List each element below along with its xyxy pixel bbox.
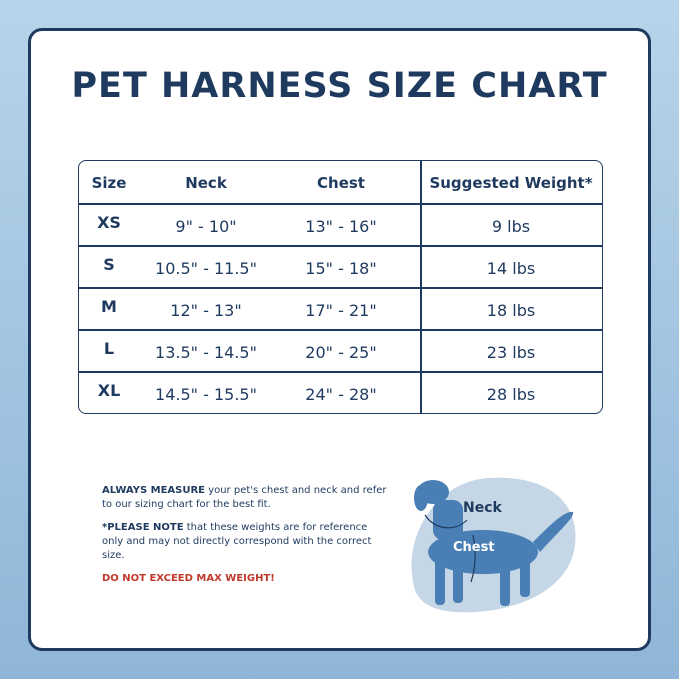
chest-line xyxy=(470,534,476,583)
size-cell: M xyxy=(101,297,117,316)
value-cell: 17" - 21" xyxy=(305,301,377,320)
header-cell: Chest xyxy=(317,174,365,192)
notes: ALWAYS MEASURE your pet's chest and neck… xyxy=(102,484,387,595)
row-divider xyxy=(79,329,602,331)
dog xyxy=(414,480,574,606)
value-cell: 28 lbs xyxy=(486,385,536,404)
note-text: your pet's chest and neck and refer to o… xyxy=(102,485,387,510)
size-cell: L xyxy=(103,339,115,358)
row-divider xyxy=(79,245,602,247)
warning: DO NOT EXCEED MAX WEIGHT! xyxy=(102,573,275,584)
note: *PLEASE NOTE that these weights are for … xyxy=(102,521,387,563)
value-cell: 10.5" - 11.5" xyxy=(155,259,257,278)
value-cell: 20" - 25" xyxy=(305,343,377,362)
row-divider xyxy=(79,203,602,205)
header-cell: Neck xyxy=(185,174,227,192)
value-cell: 14 lbs xyxy=(486,259,536,278)
value-cell: 9" - 10" xyxy=(175,217,237,236)
value-cell: 15" - 18" xyxy=(305,259,377,278)
note-text: that these weights are for reference onl… xyxy=(102,522,372,561)
row-divider xyxy=(79,287,602,289)
note-bold: ALWAYS MEASURE xyxy=(102,485,205,496)
size-table: Size Neck Chest Suggested Weight* XS 9" - 10"… xyxy=(78,160,603,414)
size-cell: S xyxy=(103,255,115,274)
note-bold: *PLEASE NOTE xyxy=(102,522,184,533)
note: ALWAYS MEASURE your pet's chest and neck… xyxy=(102,484,387,512)
value-cell: 24" - 28" xyxy=(305,385,377,404)
value-cell: 18 lbs xyxy=(486,301,536,320)
value-cell: 12" - 13" xyxy=(170,301,242,320)
neck-label: Neck xyxy=(463,500,503,516)
row-divider xyxy=(79,371,602,373)
size-cell: XS xyxy=(97,213,121,232)
value-cell: 9 lbs xyxy=(491,217,531,236)
chest-label: Chest xyxy=(453,540,495,555)
value-cell: 13" - 16" xyxy=(305,217,377,236)
header-cell: Size xyxy=(91,174,127,192)
dog-illustration: Neck Chest xyxy=(411,477,576,613)
note: DO NOT EXCEED MAX WEIGHT! xyxy=(102,572,387,586)
value-cell: 14.5" - 15.5" xyxy=(155,385,257,404)
value-cell: 23 lbs xyxy=(486,343,536,362)
title: PET HARNESS SIZE CHART xyxy=(71,66,608,106)
value-cell: 13.5" - 14.5" xyxy=(155,343,257,362)
header-cell: Suggested Weight* xyxy=(429,174,593,192)
neck-line xyxy=(424,514,468,529)
size-cell: XL xyxy=(97,381,121,400)
